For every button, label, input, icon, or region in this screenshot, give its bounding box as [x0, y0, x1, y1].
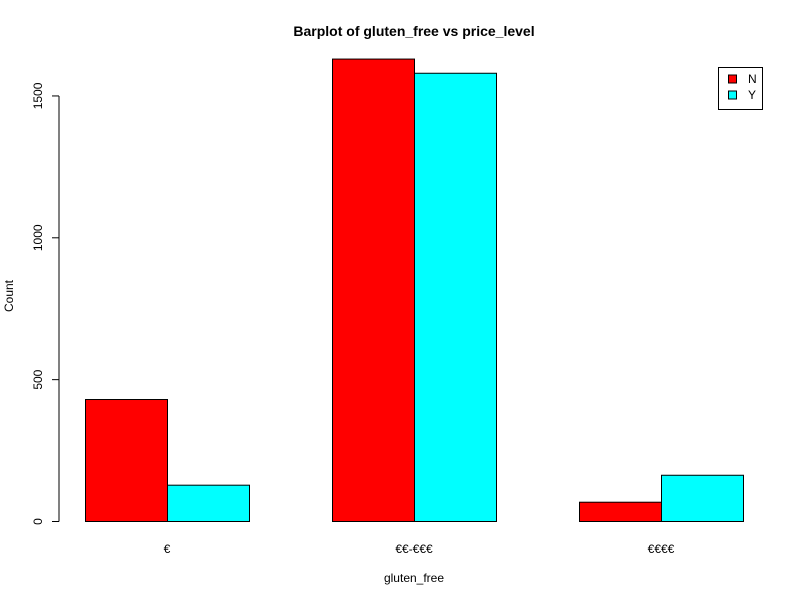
y-tick-label: 1500 — [31, 82, 45, 109]
x-tick-label: €€-€€€ — [395, 542, 433, 556]
legend-label-y: Y — [748, 88, 756, 102]
bar-n — [579, 501, 662, 523]
bars — [85, 58, 744, 523]
x-axis-label: gluten_free — [384, 571, 444, 585]
y-axis-label: Count — [2, 279, 16, 312]
y-tick-label: 1000 — [31, 224, 45, 251]
y-tick-label: 500 — [31, 369, 45, 389]
chart-title: Barplot of gluten_free vs price_level — [293, 23, 534, 39]
legend-swatch-y — [728, 90, 737, 100]
bar-n — [85, 399, 168, 522]
legend: NY — [718, 67, 763, 110]
legend-label-n: N — [748, 72, 757, 86]
bar-n — [332, 58, 415, 522]
bar-y — [414, 72, 497, 522]
bar-y — [167, 484, 250, 522]
bar-y — [661, 474, 744, 522]
x-tick-label: €€€€ — [648, 542, 675, 556]
x-axis-ticks: € €€-€€€ €€€€ — [164, 542, 675, 556]
y-axis: 0 500 1000 1500 — [31, 82, 60, 525]
x-tick-label: € — [164, 542, 171, 556]
legend-swatch-n — [728, 74, 737, 84]
y-tick-label: 0 — [31, 518, 45, 525]
legend-box — [718, 67, 763, 110]
